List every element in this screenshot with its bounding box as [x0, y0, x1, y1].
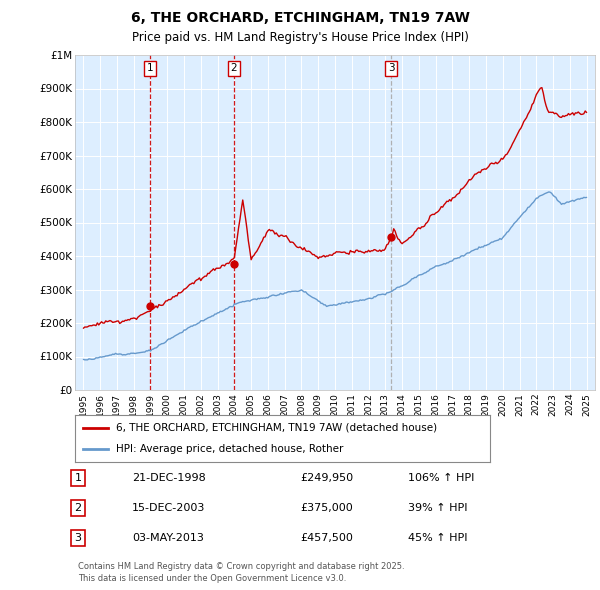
Text: 21-DEC-1998: 21-DEC-1998	[132, 473, 206, 483]
Text: Contains HM Land Registry data © Crown copyright and database right 2025.
This d: Contains HM Land Registry data © Crown c…	[78, 562, 404, 583]
Text: £249,950: £249,950	[300, 473, 353, 483]
Text: 1: 1	[74, 473, 82, 483]
Text: 6, THE ORCHARD, ETCHINGHAM, TN19 7AW (detached house): 6, THE ORCHARD, ETCHINGHAM, TN19 7AW (de…	[116, 422, 437, 432]
Text: 2: 2	[74, 503, 82, 513]
Text: HPI: Average price, detached house, Rother: HPI: Average price, detached house, Roth…	[116, 444, 344, 454]
Text: 3: 3	[388, 63, 394, 73]
Text: 45% ↑ HPI: 45% ↑ HPI	[408, 533, 467, 543]
Text: 3: 3	[74, 533, 82, 543]
Text: 03-MAY-2013: 03-MAY-2013	[132, 533, 204, 543]
Text: 15-DEC-2003: 15-DEC-2003	[132, 503, 205, 513]
Text: 1: 1	[146, 63, 153, 73]
Text: 6, THE ORCHARD, ETCHINGHAM, TN19 7AW: 6, THE ORCHARD, ETCHINGHAM, TN19 7AW	[131, 11, 469, 25]
Text: 106% ↑ HPI: 106% ↑ HPI	[408, 473, 475, 483]
Text: Price paid vs. HM Land Registry's House Price Index (HPI): Price paid vs. HM Land Registry's House …	[131, 31, 469, 44]
Text: 2: 2	[230, 63, 237, 73]
Text: £375,000: £375,000	[300, 503, 353, 513]
Text: 39% ↑ HPI: 39% ↑ HPI	[408, 503, 467, 513]
Text: £457,500: £457,500	[300, 533, 353, 543]
